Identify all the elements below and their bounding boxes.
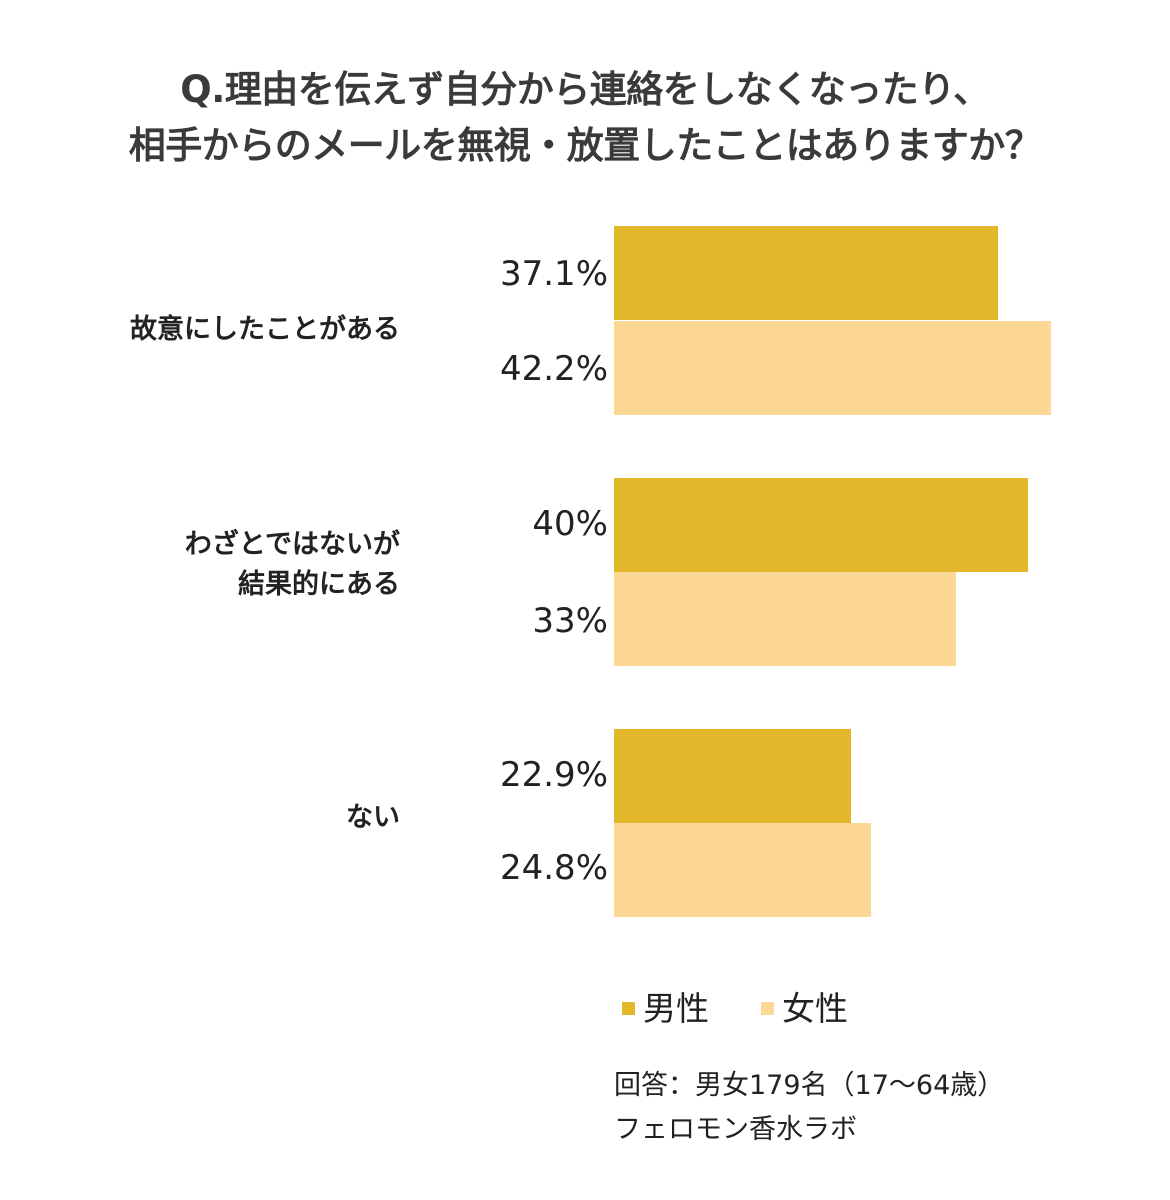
legend-label-male: 男性 — [643, 989, 709, 1028]
value-label-male: 37.1% — [499, 254, 608, 294]
legend-item-male: 男性 — [622, 982, 709, 1030]
category-label-line: 故意にしたことがある — [130, 314, 400, 345]
bar-female — [614, 321, 1051, 415]
value-label-female: 24.8% — [499, 848, 608, 888]
category-label-line: わざとではないが — [184, 529, 400, 560]
value-label-female: 33% — [532, 601, 608, 641]
bar-male — [614, 729, 851, 823]
bar-female — [614, 823, 871, 917]
legend-item-female: 女性 — [761, 982, 848, 1030]
legend: 男性 女性 — [622, 984, 900, 1028]
source-note: フェロモン香水ラボ — [614, 1114, 857, 1145]
bar-male — [614, 226, 998, 320]
chart-title: Q.理由を伝えず自分から連絡をしなくなったり、 相手からのメールを無視・放置した… — [0, 62, 1170, 174]
category-label-line: ない — [346, 802, 400, 833]
chart-title-line-1: Q.理由を伝えず自分から連絡をしなくなったり、 — [180, 68, 990, 111]
value-label-male: 40% — [532, 504, 608, 544]
respondents-note: 回答：男女179名（17～64歳） — [614, 1070, 1005, 1101]
footnote: 回答：男女179名（17～64歳） フェロモン香水ラボ — [614, 1064, 1004, 1152]
legend-swatch-female-icon — [761, 1001, 774, 1015]
category-label: ない — [346, 798, 400, 838]
value-label-female: 42.2% — [499, 349, 608, 389]
bar-female — [614, 572, 956, 666]
legend-label-female: 女性 — [782, 989, 848, 1028]
category-label-line: 結果的にある — [238, 569, 400, 600]
legend-swatch-male-icon — [622, 1001, 635, 1015]
bar-male — [614, 478, 1028, 572]
category-label: わざとではないが 結果的にある — [185, 525, 400, 605]
category-label: 故意にしたことがある — [130, 310, 400, 350]
chart-title-line-2: 相手からのメールを無視・放置したことはありますか？ — [128, 124, 1042, 167]
value-label-male: 22.9% — [499, 755, 608, 795]
